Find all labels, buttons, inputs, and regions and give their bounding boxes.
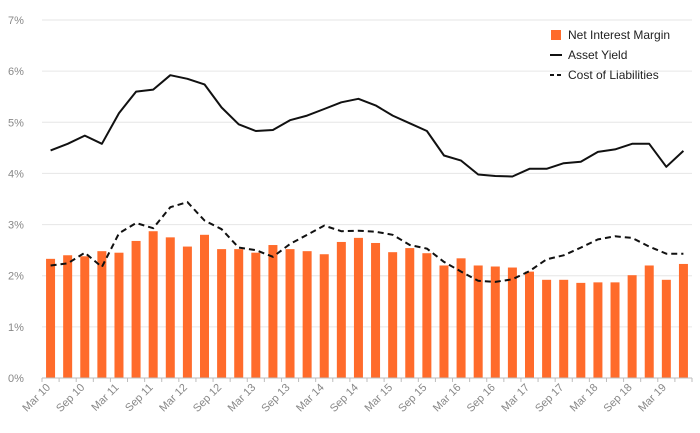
series-line-cost-of-liabilities: [50, 201, 684, 283]
x-tick-label: Mar 12: [157, 382, 190, 415]
bar-dec-11: [165, 237, 175, 378]
bar-mar-11: [114, 252, 124, 378]
bar-sep-18: [627, 275, 637, 378]
x-axis: [41, 377, 693, 382]
x-tick-label: Mar 15: [363, 382, 396, 415]
legend-swatch-net-interest-margin: [551, 30, 561, 40]
y-tick-label: 7%: [8, 15, 24, 27]
bar-dec-18: [644, 265, 654, 378]
x-tick-label: Sep 15: [396, 382, 429, 415]
bar-mar-13: [251, 252, 261, 378]
bar-jun-11: [131, 240, 141, 378]
bar-jun-14: [336, 241, 346, 378]
bar-jun-13: [268, 245, 278, 378]
x-axis-ticks: Mar 10 Sep 10 Mar 11 Sep 11 Mar 12 Sep 12 Mar …: [20, 382, 668, 415]
bar-jun-10: [63, 255, 73, 378]
bar-mar-14: [319, 254, 329, 378]
bar-mar-18: [593, 282, 603, 378]
y-tick-label: 3%: [8, 220, 24, 232]
y-tick-label: 5%: [8, 117, 24, 129]
bar-dec-10: [97, 251, 107, 378]
x-tick-label: Sep 11: [123, 382, 156, 415]
y-tick-label: 4%: [8, 168, 24, 180]
x-tick-label: Mar 18: [568, 382, 601, 415]
bar-sep-12: [217, 249, 227, 378]
x-tick-label: Sep 18: [602, 382, 635, 415]
line-series: [50, 74, 685, 283]
y-tick-label: 2%: [8, 271, 24, 283]
bar-mar-16: [456, 258, 466, 378]
x-tick-label: Sep 12: [191, 382, 224, 415]
bar-sep-13: [285, 249, 295, 378]
x-tick-label: Sep 16: [465, 382, 498, 415]
bar-dec-15: [439, 265, 449, 378]
x-tick-label: Mar 14: [294, 382, 327, 415]
bar-jun-19: [678, 263, 688, 378]
series-line-asset-yield: [50, 74, 685, 178]
x-tick-label: Sep 13: [259, 382, 292, 415]
bar-sep-17: [559, 279, 569, 378]
y-tick-label: 0%: [8, 373, 24, 385]
bar-jun-17: [542, 279, 552, 378]
net-interest-margin-bars: [46, 231, 688, 378]
bar-mar-10: [46, 258, 56, 378]
y-tick-label: 6%: [8, 66, 24, 78]
bar-jun-16: [473, 265, 483, 378]
bar-jun-18: [610, 282, 620, 378]
x-tick-label: Mar 11: [89, 382, 121, 414]
x-tick-label: Mar 17: [499, 382, 532, 415]
bar-jun-12: [200, 234, 209, 378]
x-tick-label: Sep 17: [533, 382, 566, 415]
bar-dec-16: [507, 267, 517, 378]
legend-label-cost-of-liabilities: Cost of Liabilities: [568, 68, 659, 82]
bar-sep-11: [148, 231, 158, 378]
x-tick-label: Mar 16: [431, 382, 464, 415]
bar-dec-17: [576, 282, 586, 378]
x-tick-label: Mar 10: [20, 382, 53, 415]
x-tick-label: Mar 19: [636, 382, 669, 415]
legend-label-asset-yield: Asset Yield: [568, 48, 627, 62]
bar-sep-15: [422, 253, 432, 378]
bar-dec-14: [371, 242, 381, 378]
y-tick-label: 1%: [8, 322, 24, 334]
legend-label-net-interest-margin: Net Interest Margin: [568, 28, 670, 42]
x-tick-label: Sep 10: [54, 382, 87, 415]
bar-sep-14: [353, 237, 363, 378]
bar-jun-15: [405, 248, 415, 378]
bar-sep-10: [80, 256, 90, 378]
bar-dec-13: [302, 251, 312, 378]
bar-mar-12: [182, 246, 192, 378]
bar-mar-19: [661, 279, 671, 378]
bar-sep-16: [490, 266, 500, 378]
x-tick-label: Mar 13: [226, 382, 259, 415]
y-axis-ticks: 0% 1% 2% 3% 4% 5% 6% 7%: [8, 15, 24, 385]
bar-dec-12: [234, 249, 244, 378]
bar-mar-15: [388, 252, 398, 378]
bar-mar-17: [525, 271, 534, 378]
legend: Net Interest Margin Asset Yield Cost of …: [550, 28, 670, 82]
x-tick-label: Sep 14: [328, 382, 361, 415]
